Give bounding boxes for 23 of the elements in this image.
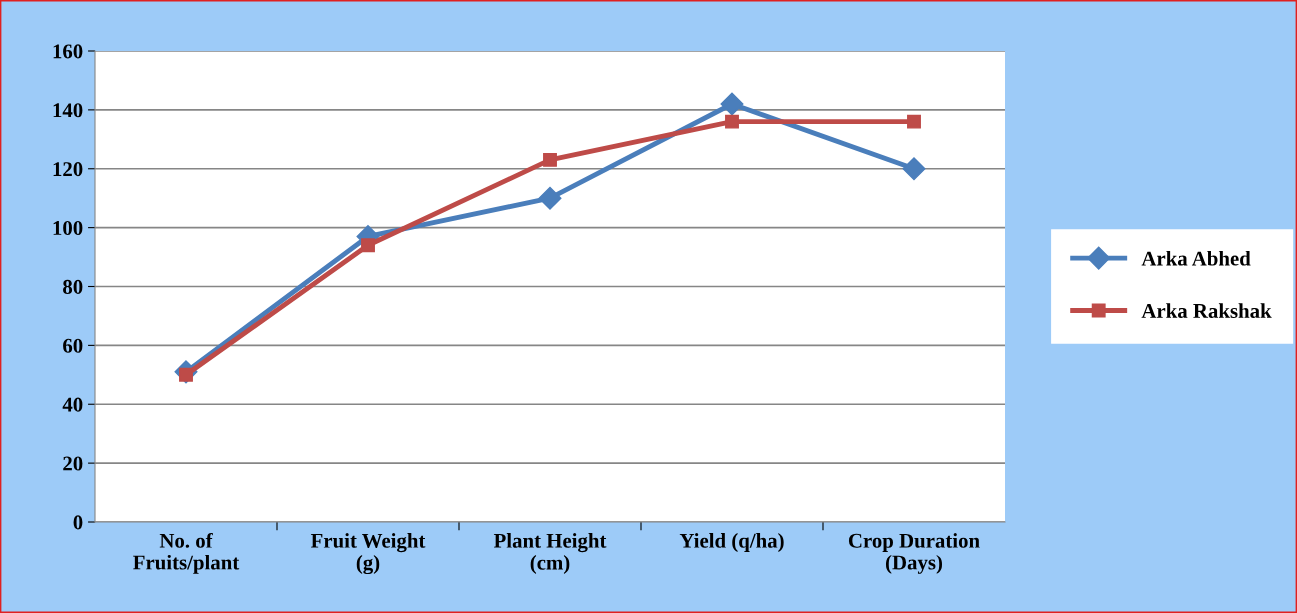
- y-tick-label: 40: [62, 397, 83, 412]
- y-tick-label: 80: [63, 279, 83, 294]
- y-tick-label: 140: [53, 103, 83, 118]
- point: [907, 114, 921, 129]
- point: [902, 157, 926, 181]
- x-tick-label: Plant Height (cm): [493, 533, 607, 574]
- point: [538, 186, 562, 210]
- y-tick-label: 20: [63, 456, 83, 471]
- x-tick-label: Crop Duration (Days): [848, 533, 980, 574]
- point: [725, 114, 739, 129]
- point: [543, 152, 557, 167]
- point: [720, 92, 744, 116]
- y-tick-label: 60: [63, 338, 83, 353]
- y-tick-label: 160: [53, 44, 83, 59]
- legend-label: Arka Abhed: [1141, 250, 1251, 266]
- x-tick-label: No. of Fruits/plant: [133, 532, 240, 574]
- y-tick-label: 120: [53, 162, 83, 177]
- x-tick-label: Yield (q/ha): [679, 533, 784, 552]
- y-tick-label: 0: [73, 515, 83, 530]
- point: [361, 238, 375, 253]
- y-tick-label: 100: [53, 221, 83, 236]
- x-tick-label: Fruit Weight (g): [310, 533, 426, 575]
- legend-label: Arka Rakshak: [1141, 303, 1272, 318]
